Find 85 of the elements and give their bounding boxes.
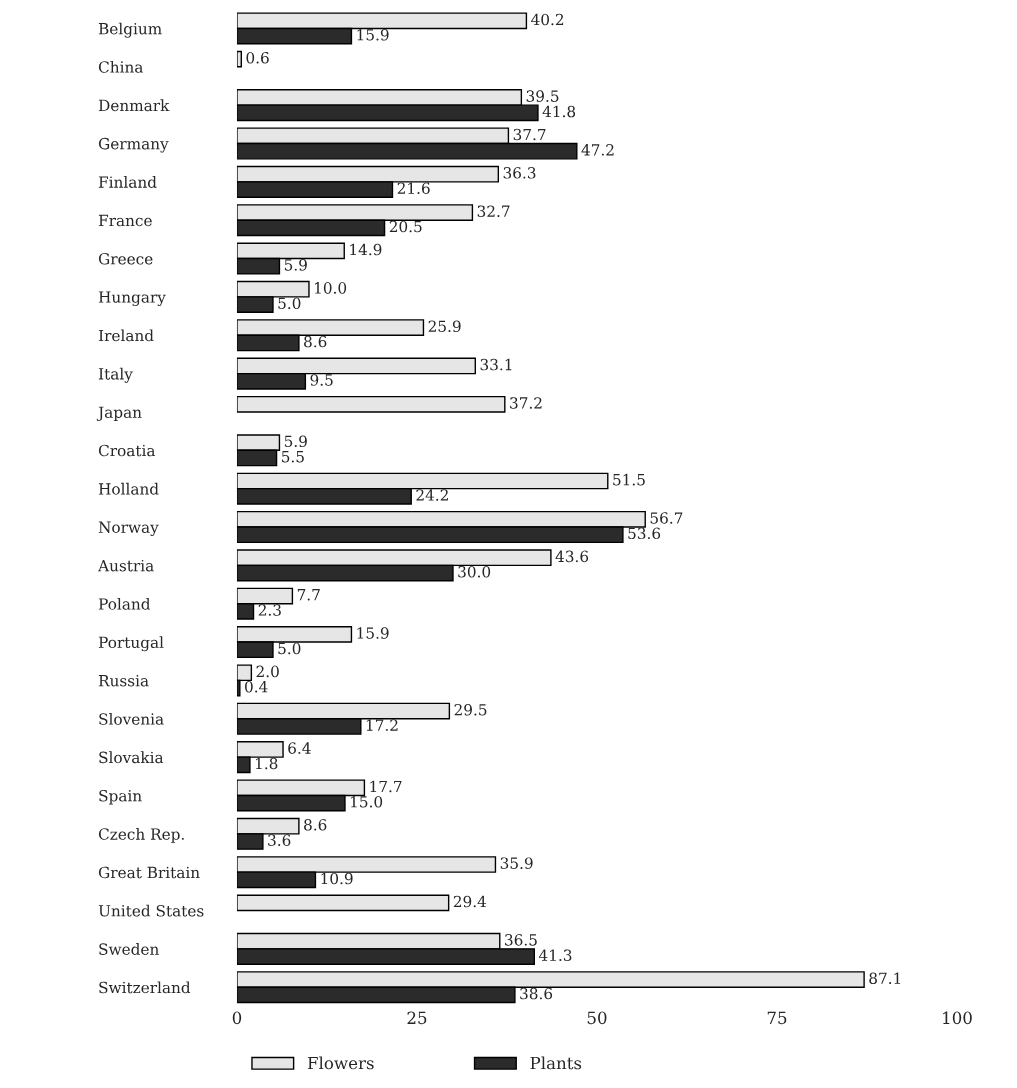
y-tick-label: Austria <box>97 559 154 572</box>
y-tick-label: Norway <box>98 521 159 537</box>
data-label: 5.5 <box>282 451 304 463</box>
x-tick-label: 75 <box>767 1011 787 1025</box>
x-tick-label: 100 <box>943 1011 972 1025</box>
data-label: 43.6 <box>555 550 589 563</box>
data-label: 15.9 <box>357 627 389 639</box>
bar <box>236 50 242 68</box>
data-label: 21.6 <box>397 182 430 194</box>
data-label: 2.0 <box>256 665 279 678</box>
data-label: 6.4 <box>288 742 311 754</box>
data-label: 36.3 <box>503 167 536 179</box>
data-label: 35.9 <box>500 857 533 869</box>
data-label: 9.5 <box>310 374 333 386</box>
y-tick-label: France <box>98 214 152 227</box>
y-tick-label: Italy <box>98 367 133 383</box>
data-label: 5.0 <box>278 642 301 655</box>
data-label: 10.0 <box>315 282 347 294</box>
y-tick-label: Czech Rep. <box>98 828 184 843</box>
data-label: 8.6 <box>304 335 327 348</box>
y-tick-label: Greece <box>98 253 153 265</box>
data-label: 25.9 <box>428 320 461 333</box>
y-tick-label: Hungary <box>98 291 166 306</box>
y-tick-label: Russia <box>98 674 149 687</box>
data-label: 41.8 <box>542 105 576 118</box>
data-label: 15.9 <box>357 29 389 41</box>
data-label: 5.0 <box>278 297 301 310</box>
data-label: 30.0 <box>458 565 491 578</box>
y-tick-label: Belgium <box>98 22 162 38</box>
data-label: 39.5 <box>526 90 559 102</box>
data-label: 24.2 <box>416 489 448 501</box>
data-label: 33.1 <box>480 358 512 371</box>
data-label: 41.3 <box>538 949 572 961</box>
data-label: 53.6 <box>628 527 661 540</box>
data-label: 32.7 <box>477 205 510 217</box>
data-label: 7.7 <box>297 589 320 601</box>
y-tick-label: Spain <box>99 789 142 805</box>
y-tick-label: Switzerland <box>99 981 191 994</box>
data-label: 0.4 <box>245 680 268 693</box>
x-tick-label: 25 <box>407 1011 427 1025</box>
data-label: 56.7 <box>650 512 683 524</box>
legend-label: Flowers <box>307 1056 374 1070</box>
data-label: 5.9 <box>284 259 307 271</box>
bar <box>236 894 450 912</box>
y-tick-label: Ireland <box>98 329 154 342</box>
y-tick-label: Great Britain <box>98 866 200 879</box>
x-tick-label: 0 <box>232 1011 242 1025</box>
data-label: 29.4 <box>453 895 487 908</box>
data-label: 3.6 <box>268 834 291 846</box>
y-tick-label: United States <box>98 904 204 917</box>
data-label: 47.2 <box>581 144 614 156</box>
x-tick-label: 50 <box>587 1011 607 1025</box>
data-label: 87.1 <box>869 972 901 984</box>
y-tick-label: Germany <box>98 137 169 153</box>
bar <box>236 395 506 413</box>
data-label: 0.6 <box>246 52 269 64</box>
data-label: 2.3 <box>258 604 281 616</box>
data-label: 14.9 <box>350 243 382 256</box>
legend-label: Plants <box>530 1056 582 1070</box>
data-label: 37.2 <box>510 397 542 409</box>
y-tick-label: Portugal <box>98 636 164 652</box>
y-tick-label: Slovenia <box>99 712 164 725</box>
data-label: 40.2 <box>531 13 564 26</box>
y-tick-label: China <box>98 61 143 73</box>
data-label: 51.5 <box>613 473 645 486</box>
y-tick-label: Slovakia <box>99 751 164 764</box>
y-tick-label: Poland <box>98 597 151 610</box>
y-tick-label: Holland <box>98 482 159 495</box>
data-label: 5.9 <box>284 435 307 448</box>
y-tick-label: Sweden <box>99 943 159 955</box>
data-label: 17.2 <box>366 719 398 731</box>
data-label: 36.5 <box>505 934 537 946</box>
y-tick-label: Denmark <box>98 99 170 112</box>
data-label: 17.7 <box>370 780 402 793</box>
data-label: 37.7 <box>513 128 546 141</box>
data-label: 8.6 <box>304 819 327 831</box>
data-label: 10.9 <box>321 872 353 885</box>
data-label: 29.5 <box>454 703 487 716</box>
data-label: 20.5 <box>389 220 422 233</box>
y-tick-label: Croatia <box>98 444 156 457</box>
y-tick-label: Japan <box>96 406 142 421</box>
y-tick-label: Finland <box>98 176 157 188</box>
data-label: 15.0 <box>351 796 383 808</box>
data-label: 38.6 <box>520 987 553 1000</box>
data-label: 1.8 <box>255 757 278 770</box>
